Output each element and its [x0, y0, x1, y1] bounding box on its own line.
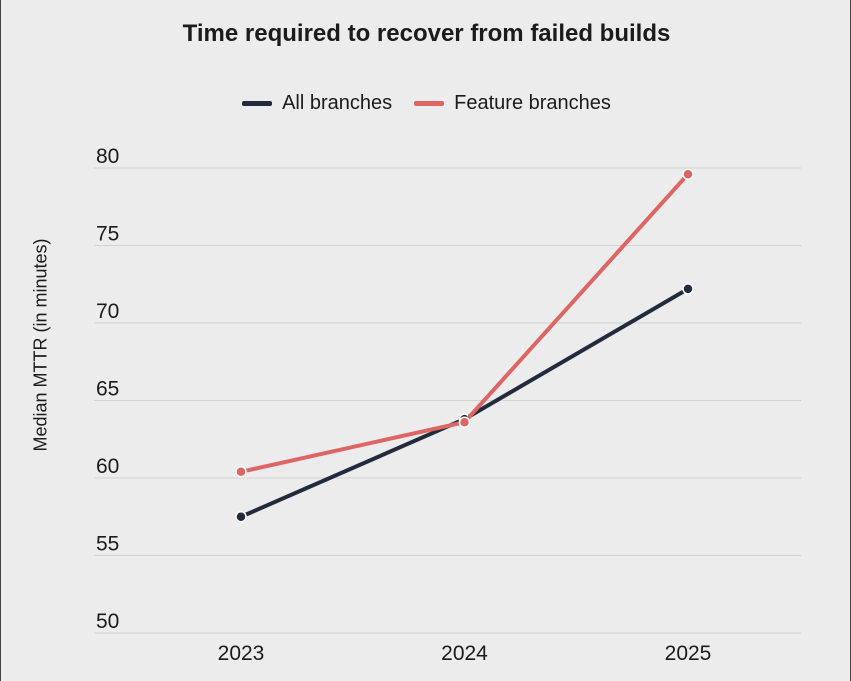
chart-title: Time required to recover from failed bui… — [182, 20, 671, 47]
data-point-feature-branches-2023 — [235, 466, 247, 478]
legend-label-all-branches: All branches — [282, 92, 393, 114]
data-point-feature-branches-2025 — [682, 168, 694, 180]
data-point-all-branches-2023 — [235, 511, 247, 523]
y-tick-label-55: 55 — [96, 533, 119, 556]
legend-item-all-branches[interactable]: All branches — [242, 92, 392, 115]
data-point-feature-branches-2024 — [458, 416, 471, 428]
x-tick-label-2024: 2024 — [441, 642, 488, 665]
legend-swatch-feature-branches — [414, 101, 445, 106]
legend-item-feature-branches[interactable]: Feature branches — [414, 92, 611, 115]
y-tick-label-60: 60 — [96, 455, 119, 478]
y-tick-label-65: 65 — [96, 378, 119, 401]
legend-swatch-all-branches — [242, 101, 273, 106]
y-tick-label-80: 80 — [96, 145, 119, 168]
y-tick-label-70: 70 — [96, 300, 119, 323]
x-tick-label-2025: 2025 — [665, 642, 712, 665]
x-tick-label-2023: 2023 — [218, 642, 265, 665]
legend-label-feature-branches: Feature branches — [454, 92, 611, 114]
data-point-all-branches-2025 — [682, 283, 694, 295]
legend: All branches Feature branches — [1, 92, 851, 115]
y-tick-label-75: 75 — [96, 223, 119, 246]
y-tick-label-50: 50 — [96, 610, 119, 633]
